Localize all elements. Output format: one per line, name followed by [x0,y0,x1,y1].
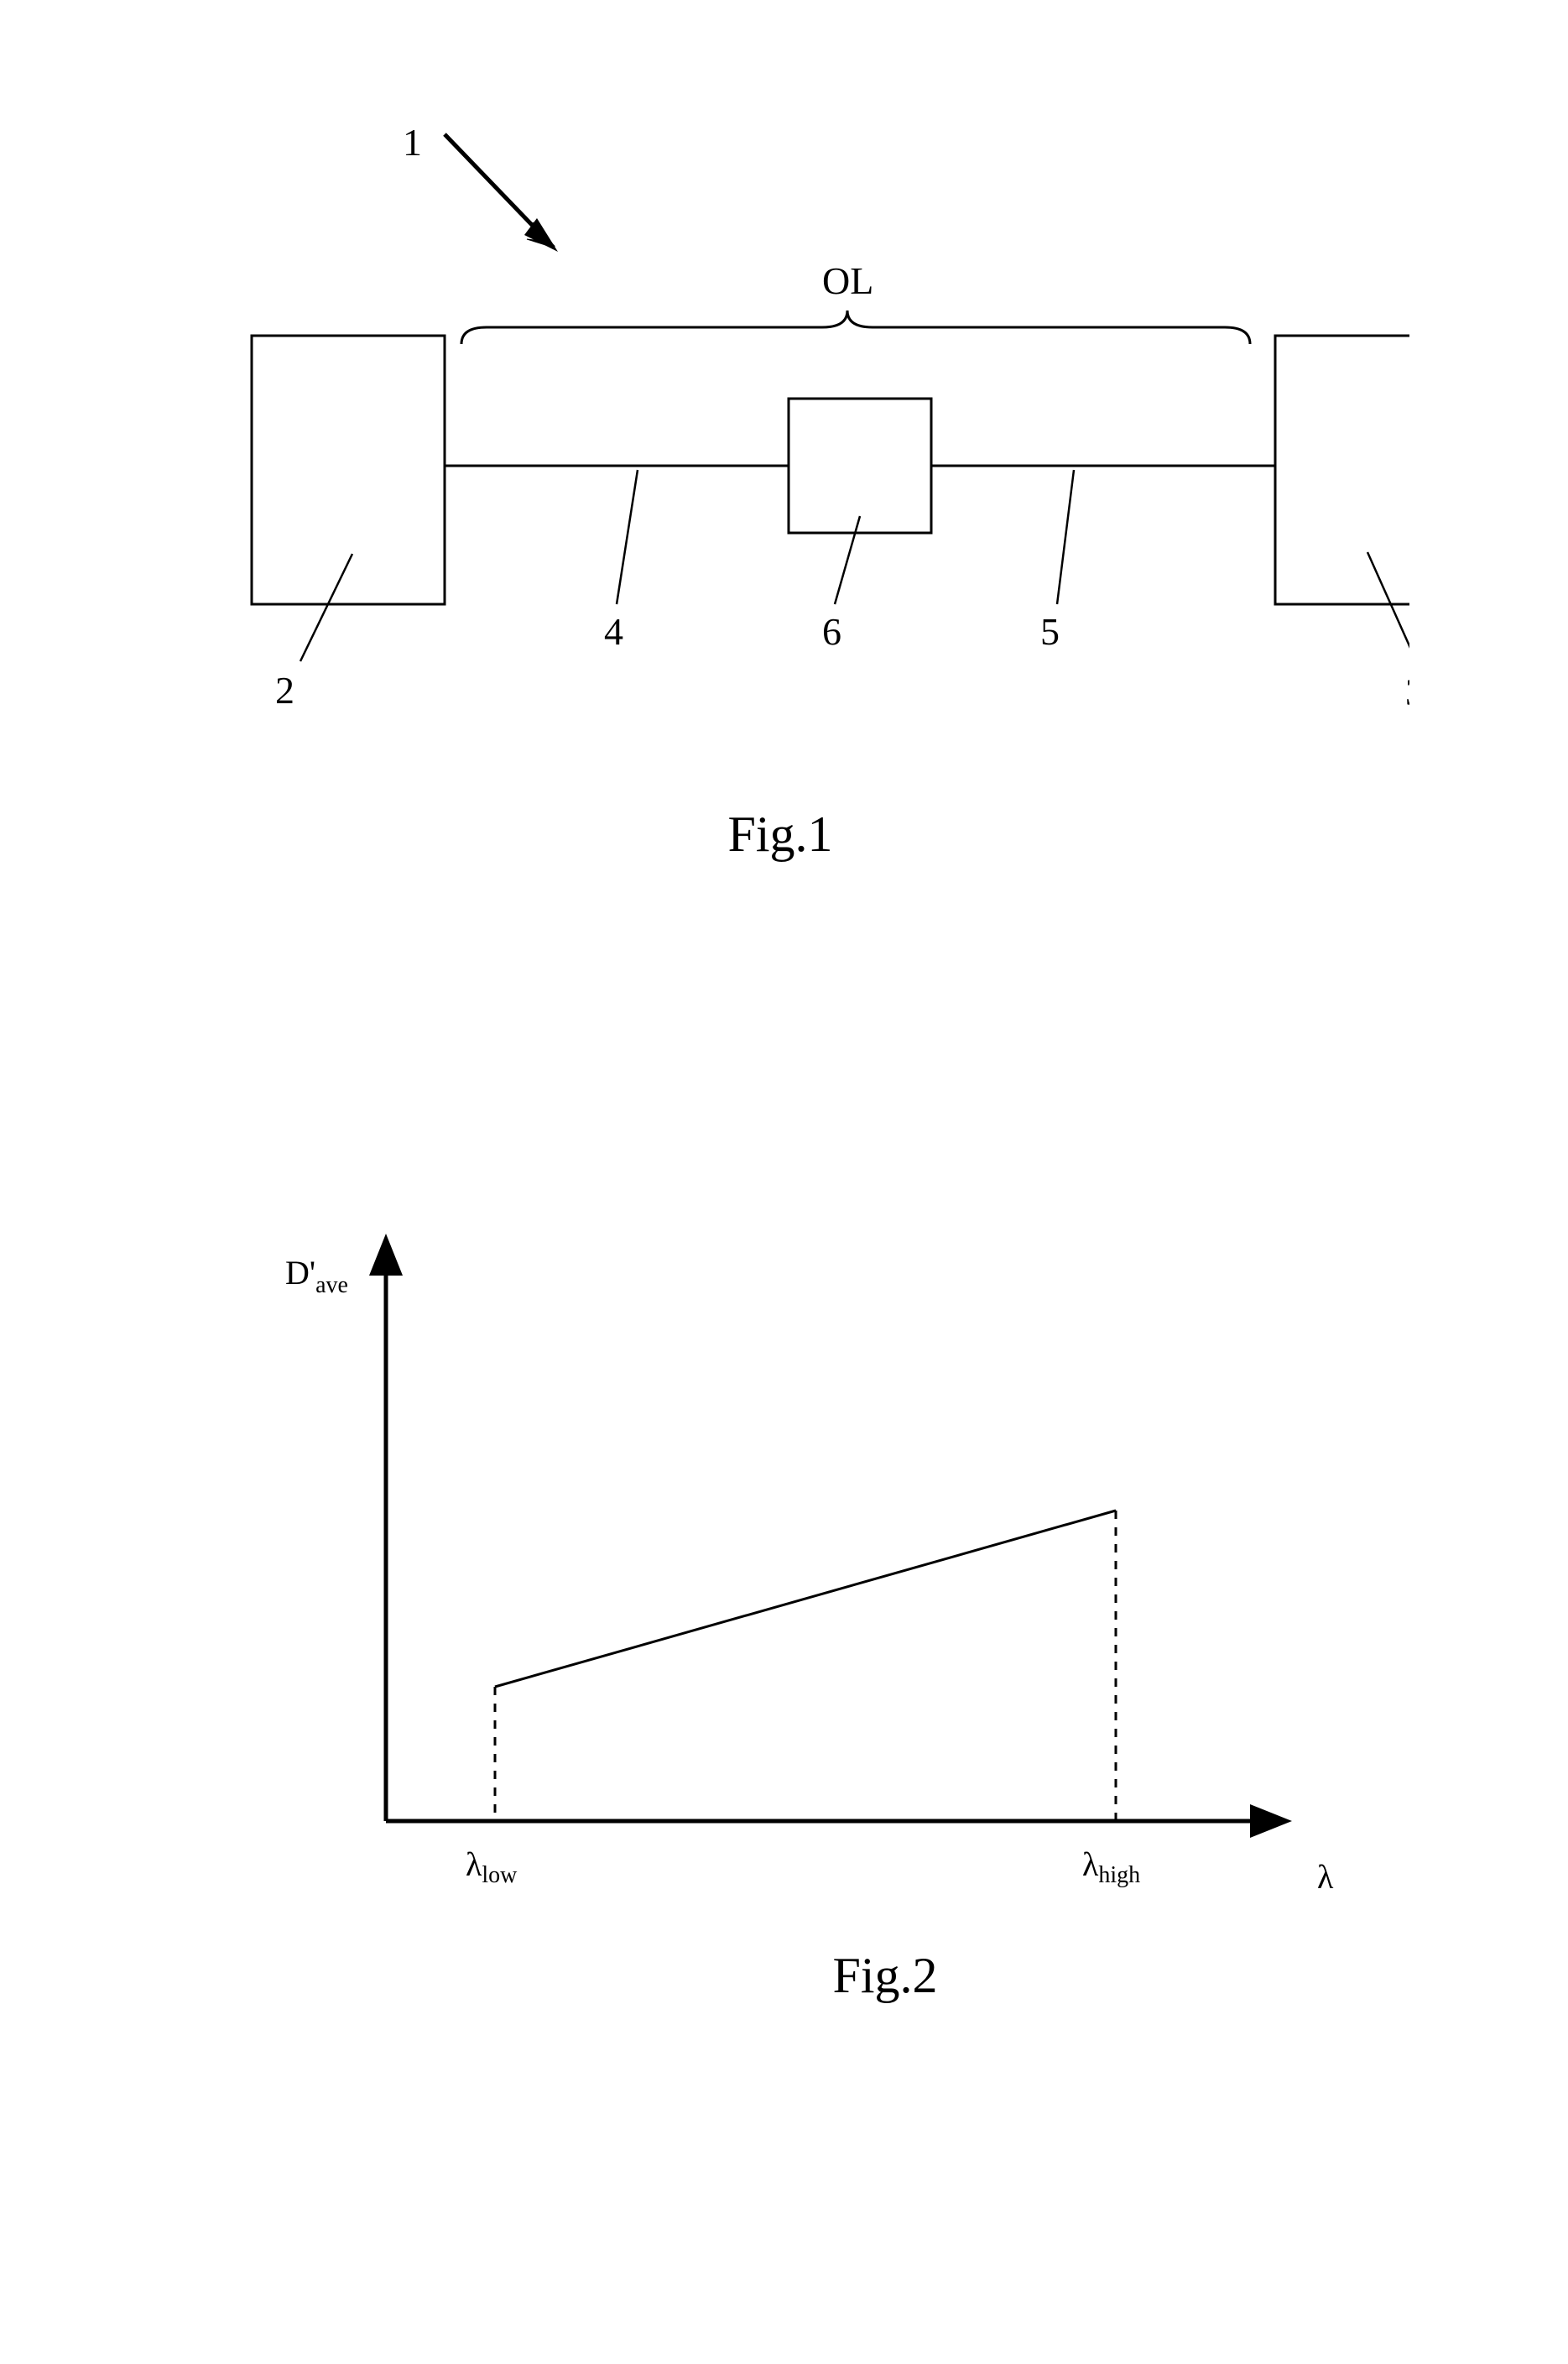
fig1-caption: Fig.1 [151,806,1409,864]
fig1-top-arrow [445,134,558,252]
fig1-ol-label: OL [822,259,873,302]
fig2-svg: D'ave λ λlow λhigh [235,1200,1367,1930]
fig1-center-box [789,399,931,533]
fig2-caption: Fig.2 [403,1947,1367,2005]
fig1-label-2: 2 [275,669,294,712]
leader-4 [617,470,638,604]
fig1-brace [461,311,1250,344]
fig1-right-box [1275,336,1409,604]
page: 1 OL 2 4 6 5 [0,0,1568,2364]
figure-1: 1 OL 2 4 6 5 [151,101,1409,864]
figure-2: D'ave λ λlow λhigh Fig.2 [235,1200,1367,2005]
leader-2 [300,554,352,661]
data-line [495,1511,1116,1687]
fig1-label-3: 3 [1405,671,1409,713]
fig1-label-4: 4 [604,610,623,653]
x-tick-low: λlow [466,1845,518,1888]
fig1-label-5: 5 [1040,610,1060,653]
y-axis-arrow [369,1234,403,1276]
y-axis-label: D'ave [285,1254,348,1298]
fig1-label-1: 1 [403,121,422,164]
leader-3 [1367,552,1409,665]
fig1-label-6: 6 [822,610,841,653]
fig1-svg: 1 OL 2 4 6 5 [151,101,1409,755]
leader-6 [835,516,860,604]
x-axis-arrow [1250,1804,1292,1838]
leader-5 [1057,470,1074,604]
x-axis-label: λ [1317,1858,1334,1896]
x-tick-high: λhigh [1082,1845,1140,1888]
